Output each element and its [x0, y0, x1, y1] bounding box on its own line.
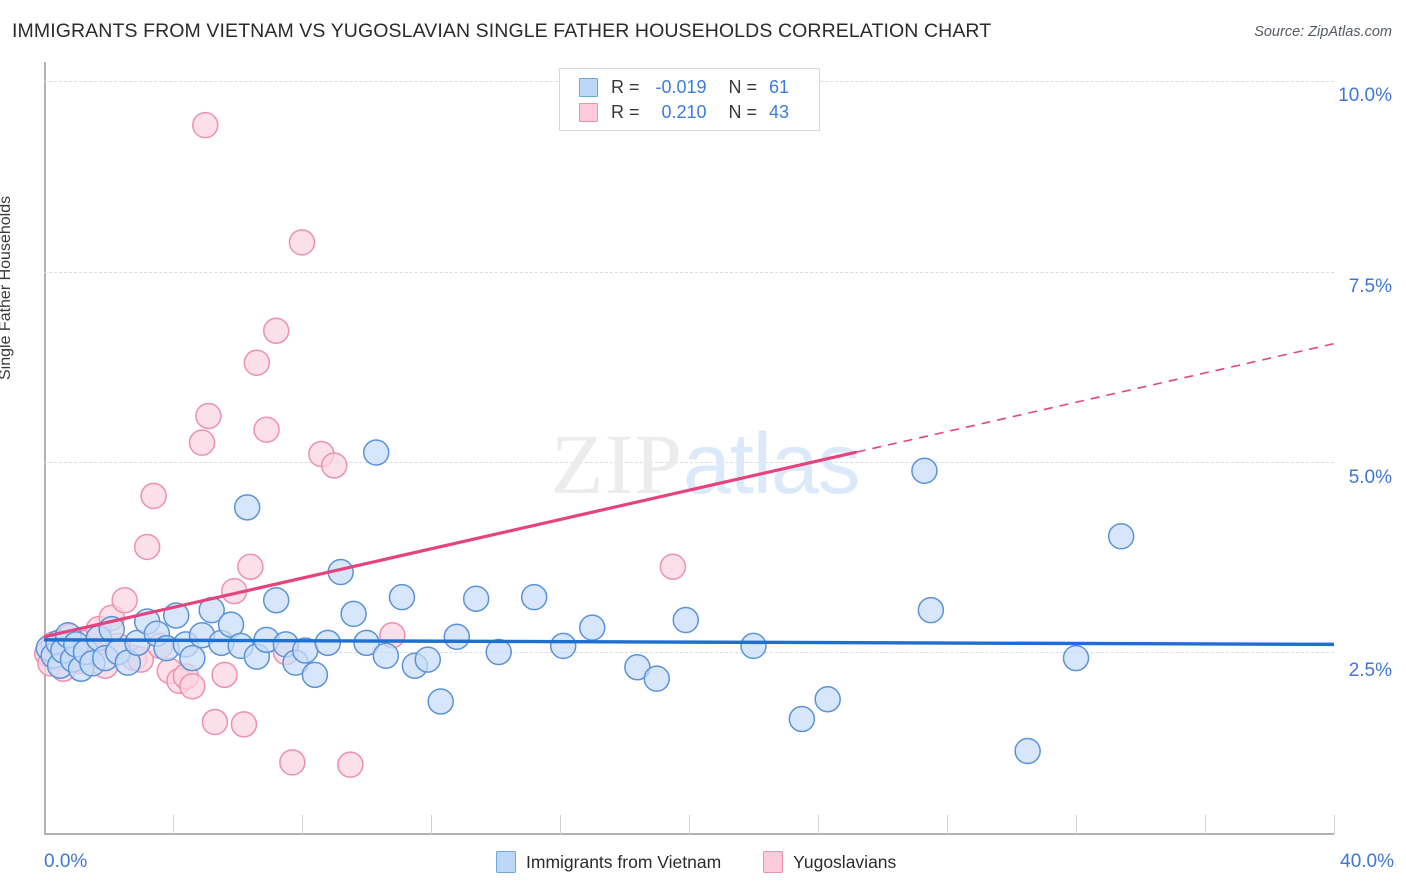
legend-swatch-yugoslavians: [763, 851, 784, 873]
x-tick-5: [689, 815, 690, 834]
x-tick-6: [818, 815, 819, 834]
legend-label-yugoslavians: Yugoslavians: [793, 851, 897, 872]
stats-n-value-vietnam: 61: [769, 77, 790, 97]
y-tick-label-2-5: 2.5%: [1348, 660, 1392, 681]
stats-r-value-yugoslavians: 0.210: [661, 102, 707, 122]
y-tick-label-7-5: 7.5%: [1348, 276, 1392, 297]
y-tick-label-5: 5.0%: [1348, 467, 1392, 488]
stats-n-label-yugoslavians: N =: [728, 102, 758, 122]
stats-swatch-vietnam: [579, 78, 598, 97]
stats-swatch-yugoslavians: [579, 103, 598, 122]
x-tick-4: [560, 815, 561, 834]
gridline-5: [44, 462, 1334, 463]
x-tick-8: [1076, 815, 1077, 834]
legend-item-yugoslavians[interactable]: Yugoslavians: [763, 851, 896, 873]
y-tick-label-10: 10.0%: [1338, 85, 1392, 106]
stats-r-label-yugoslavians: R =: [611, 102, 640, 122]
page-title: IMMIGRANTS FROM VIETNAM VS YUGOSLAVIAN S…: [12, 20, 992, 42]
gridline-2-5: [44, 652, 1334, 653]
series-legend: Immigrants from Vietnam Yugoslavians: [496, 851, 896, 873]
stats-row-yugoslavians: R = 0.210 N = 43: [560, 100, 819, 125]
x-axis-min-label: 0.0%: [44, 851, 88, 872]
stats-row-vietnam: R = -0.019 N = 61: [560, 75, 819, 100]
stats-n-label-vietnam: N =: [728, 77, 758, 97]
legend-swatch-vietnam: [496, 851, 516, 873]
x-tick-3: [431, 815, 432, 834]
plot-area: [44, 62, 1334, 834]
stats-r-label-vietnam: R =: [611, 77, 640, 97]
y-axis-line: [44, 62, 46, 834]
y-axis-title: Single Father Households: [0, 195, 14, 380]
stats-n-value-yugoslavians: 43: [769, 102, 790, 122]
x-tick-9: [1205, 815, 1206, 834]
x-tick-2: [302, 815, 303, 834]
x-tick-1: [173, 815, 174, 834]
x-tick-7: [947, 815, 948, 834]
correlation-stats-box: R = -0.019 N = 61 R = 0.210 N = 43: [559, 68, 820, 131]
gridline-7-5: [44, 272, 1334, 273]
x-tick-10: [1334, 815, 1335, 834]
stats-r-value-vietnam: -0.019: [655, 77, 707, 97]
x-axis-max-label: 40.0%: [1340, 851, 1394, 872]
legend-item-vietnam[interactable]: Immigrants from Vietnam: [496, 851, 721, 873]
legend-label-vietnam: Immigrants from Vietnam: [526, 851, 722, 872]
source-attribution: Source: ZipAtlas.com: [1254, 24, 1392, 40]
